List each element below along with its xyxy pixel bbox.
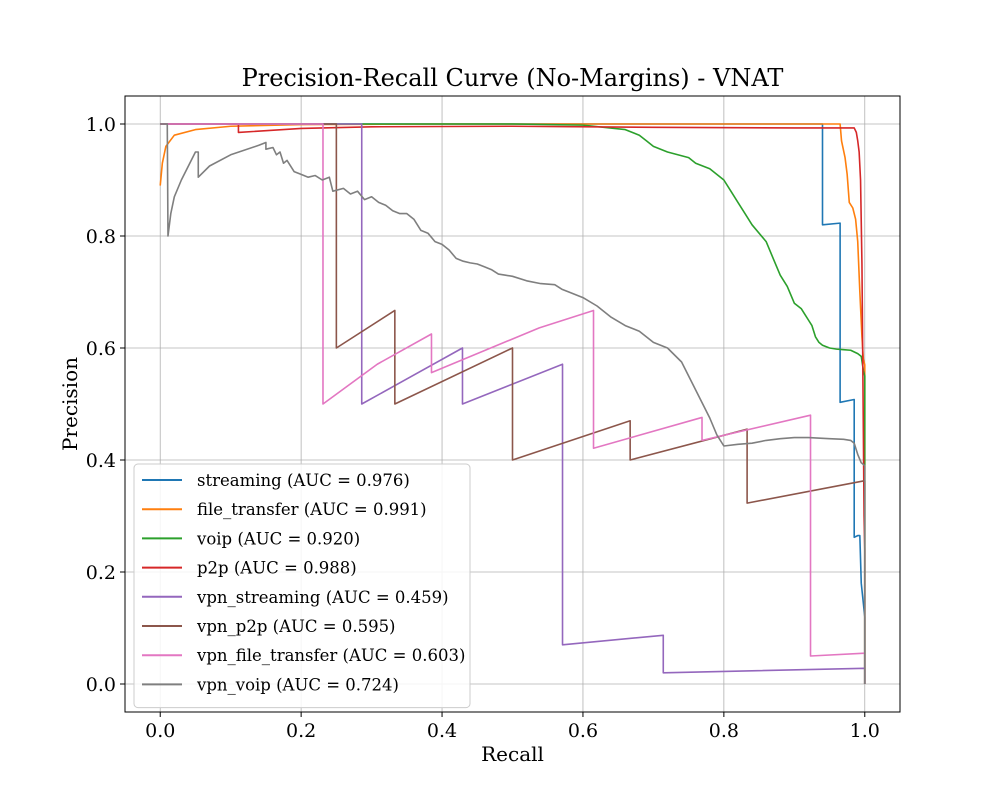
y-tick-label: 0.2 bbox=[86, 562, 116, 584]
legend-label: voip (AUC = 0.920) bbox=[196, 529, 360, 548]
legend-label: vpn_file_transfer (AUC = 0.603) bbox=[196, 646, 465, 665]
series-line bbox=[160, 123, 866, 684]
y-tick-label: 0.8 bbox=[86, 226, 116, 248]
plot-area-frame bbox=[124, 95, 901, 713]
x-axis-label: Recall bbox=[481, 742, 544, 766]
series-line bbox=[160, 123, 866, 684]
x-tick-label: 0.2 bbox=[286, 720, 316, 742]
legend-label: streaming (AUC = 0.976) bbox=[197, 471, 410, 490]
x-tick-label: 0.8 bbox=[709, 720, 739, 742]
legend-label: vpn_p2p (AUC = 0.595) bbox=[196, 617, 396, 636]
series-line bbox=[160, 123, 866, 684]
series-line bbox=[160, 123, 866, 684]
y-tick-label: 0.6 bbox=[86, 338, 116, 360]
axis-ticks: 0.0 0.2 0.4 0.6 0.8 1.0 0.0 0.2 0.4 0.6 0.8 1.0 bbox=[86, 114, 880, 742]
series-line bbox=[160, 123, 866, 684]
series-line bbox=[160, 123, 866, 684]
chart-title: Precision-Recall Curve (No-Margins) - VN… bbox=[242, 64, 784, 92]
x-tick-label: 0.0 bbox=[145, 720, 175, 742]
y-axis-label: Precision bbox=[58, 357, 82, 451]
legend-label: file_transfer (AUC = 0.991) bbox=[197, 500, 427, 519]
legend-label: vpn_voip (AUC = 0.724) bbox=[196, 675, 399, 694]
x-tick-label: 1.0 bbox=[850, 720, 880, 742]
legend: streaming (AUC = 0.976) file_transfer (AU… bbox=[133, 463, 471, 709]
series-line bbox=[160, 123, 866, 684]
y-tick-label: 0.4 bbox=[86, 450, 116, 472]
series-line bbox=[159, 123, 866, 684]
legend-label: p2p (AUC = 0.988) bbox=[197, 559, 357, 578]
x-tick-label: 0.4 bbox=[427, 720, 457, 742]
legend-label: vpn_streaming (AUC = 0.459) bbox=[196, 588, 449, 607]
legend-box bbox=[133, 463, 471, 709]
series-lines bbox=[159, 123, 866, 684]
y-tick-label: 1.0 bbox=[86, 114, 116, 136]
x-tick-label: 0.6 bbox=[568, 720, 598, 742]
y-tick-label: 0.0 bbox=[86, 674, 116, 696]
